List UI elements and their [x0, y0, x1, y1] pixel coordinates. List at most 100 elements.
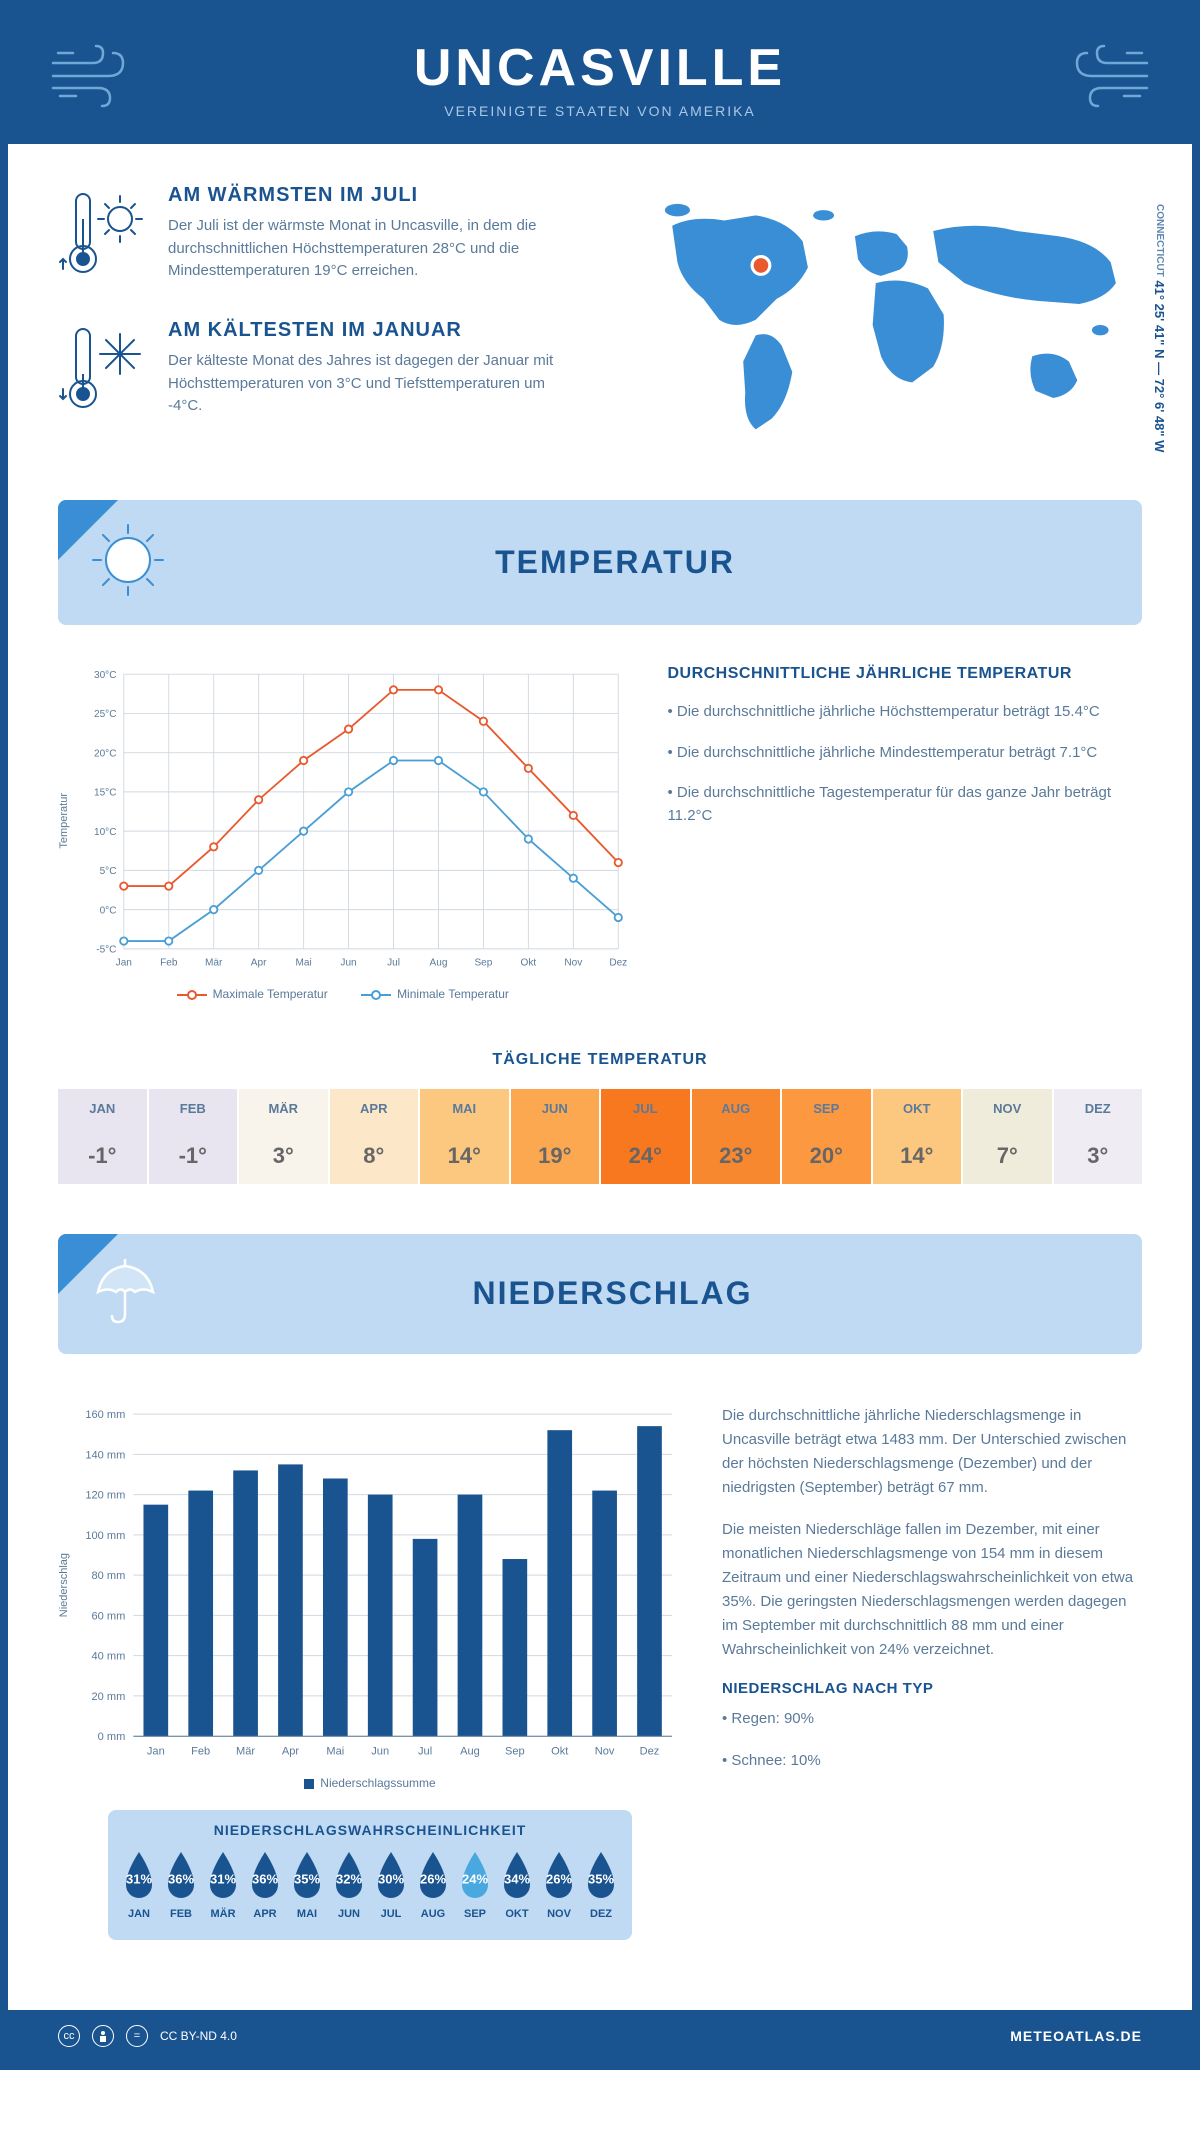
precipitation-drop: 31%JAN [118, 1850, 160, 1920]
svg-text:120 mm: 120 mm [85, 1489, 125, 1501]
svg-text:Jun: Jun [340, 958, 356, 969]
coordinates: CONNECTICUT 41° 25' 41" N — 72° 6' 48" W [1152, 204, 1167, 452]
svg-text:Aug: Aug [430, 958, 448, 969]
precipitation-drop: 36%FEB [160, 1850, 202, 1920]
svg-text:Dez: Dez [609, 958, 627, 969]
warmest-block: AM WÄRMSTEN IM JULI Der Juli ist der wär… [58, 184, 580, 289]
svg-text:Feb: Feb [160, 958, 178, 969]
svg-text:Nov: Nov [595, 1745, 615, 1757]
svg-text:Nov: Nov [564, 958, 582, 969]
page-title: UNCASVILLE [48, 38, 1152, 98]
svg-text:Apr: Apr [282, 1745, 300, 1757]
svg-text:0°C: 0°C [100, 906, 117, 917]
svg-text:Mai: Mai [326, 1745, 344, 1757]
svg-text:0 mm: 0 mm [98, 1731, 126, 1743]
svg-text:Okt: Okt [521, 958, 537, 969]
temp-cell: DEZ3° [1054, 1089, 1143, 1184]
svg-text:5°C: 5°C [100, 866, 117, 877]
svg-text:Jan: Jan [147, 1745, 165, 1757]
umbrella-icon [88, 1254, 163, 1334]
svg-text:Mai: Mai [296, 958, 312, 969]
license-text: CC BY-ND 4.0 [160, 2029, 237, 2043]
svg-text:-5°C: -5°C [96, 945, 116, 956]
coldest-title: AM KÄLTESTEN IM JANUAR [168, 319, 580, 342]
svg-text:Aug: Aug [460, 1745, 480, 1757]
svg-text:Dez: Dez [640, 1745, 660, 1757]
temperature-section-header: TEMPERATUR [58, 500, 1142, 625]
precipitation-info: Die durchschnittliche jährliche Niedersc… [722, 1404, 1142, 1980]
temp-cell: MÄR3° [239, 1089, 328, 1184]
temp-cell: JAN-1° [58, 1089, 147, 1184]
temp-cell: FEB-1° [149, 1089, 238, 1184]
page-container: UNCASVILLE VEREINIGTE STAATEN VON AMERIK… [0, 0, 1200, 2070]
svg-text:Jul: Jul [387, 958, 400, 969]
svg-text:15°C: 15°C [94, 788, 116, 799]
temp-cell: NOV7° [963, 1089, 1052, 1184]
world-map [620, 184, 1142, 455]
svg-text:80 mm: 80 mm [92, 1570, 126, 1582]
wind-icon [1062, 38, 1152, 113]
svg-text:Okt: Okt [551, 1745, 568, 1757]
svg-text:20°C: 20°C [94, 749, 116, 760]
temp-cell: AUG23° [692, 1089, 781, 1184]
precipitation-probability: NIEDERSCHLAGSWAHRSCHEINLICHKEIT 31%JAN36… [108, 1810, 632, 1940]
svg-text:25°C: 25°C [94, 710, 116, 721]
temp-cell: APR8° [330, 1089, 419, 1184]
precipitation-drop: 24%SEP [454, 1850, 496, 1920]
precipitation-chart: Niederschlag 0 mm20 mm40 mm60 mm80 mm100… [58, 1404, 682, 1980]
svg-text:160 mm: 160 mm [85, 1409, 125, 1421]
svg-text:100 mm: 100 mm [85, 1530, 125, 1542]
intro-section: AM WÄRMSTEN IM JULI Der Juli ist der wär… [8, 144, 1192, 490]
daily-temperature: TÄGLICHE TEMPERATUR JAN-1°FEB-1°MÄR3°APR… [8, 1031, 1192, 1224]
svg-text:10°C: 10°C [94, 827, 116, 838]
site-name: METEOATLAS.DE [1010, 2028, 1142, 2044]
sun-icon [88, 520, 168, 605]
coldest-text: Der kälteste Monat des Jahres ist dagege… [168, 350, 580, 418]
by-icon [92, 2025, 114, 2047]
temperature-title: TEMPERATUR [198, 544, 1032, 581]
warmest-title: AM WÄRMSTEN IM JULI [168, 184, 580, 207]
precipitation-drop: 26%AUG [412, 1850, 454, 1920]
warmest-text: Der Juli ist der wärmste Monat in Uncasv… [168, 215, 580, 283]
svg-text:Apr: Apr [251, 958, 267, 969]
footer: cc = CC BY-ND 4.0 METEOATLAS.DE [8, 2010, 1192, 2062]
svg-text:Mär: Mär [205, 958, 223, 969]
svg-text:140 mm: 140 mm [85, 1449, 125, 1461]
svg-text:Mär: Mär [236, 1745, 255, 1757]
nd-icon: = [126, 2025, 148, 2047]
precipitation-drop: 36%APR [244, 1850, 286, 1920]
precipitation-title: NIEDERSCHLAG [193, 1275, 1032, 1312]
svg-text:Jan: Jan [116, 958, 132, 969]
temp-cell: JUN19° [511, 1089, 600, 1184]
header: UNCASVILLE VEREINIGTE STAATEN VON AMERIK… [8, 8, 1192, 144]
temp-cell: MAI14° [420, 1089, 509, 1184]
temperature-info: DURCHSCHNITTLICHE JÄHRLICHE TEMPERATUR •… [667, 665, 1142, 1000]
svg-text:30°C: 30°C [94, 670, 116, 681]
svg-text:Jul: Jul [418, 1745, 432, 1757]
page-subtitle: VEREINIGTE STAATEN VON AMERIKA [48, 103, 1152, 119]
svg-text:Jun: Jun [371, 1745, 389, 1757]
svg-text:Sep: Sep [505, 1745, 525, 1757]
precipitation-drop: 34%OKT [496, 1850, 538, 1920]
svg-text:Sep: Sep [474, 958, 492, 969]
coldest-block: AM KÄLTESTEN IM JANUAR Der kälteste Mona… [58, 319, 580, 424]
temp-cell: JUL24° [601, 1089, 690, 1184]
precipitation-drop: 31%MÄR [202, 1850, 244, 1920]
svg-text:20 mm: 20 mm [92, 1691, 126, 1703]
precipitation-drop: 26%NOV [538, 1850, 580, 1920]
precipitation-drop: 30%JUL [370, 1850, 412, 1920]
precipitation-drop: 35%DEZ [580, 1850, 622, 1920]
temp-cell: SEP20° [782, 1089, 871, 1184]
precipitation-drop: 32%JUN [328, 1850, 370, 1920]
wind-icon [48, 38, 138, 113]
temperature-chart: Temperatur -5°C0°C5°C10°C15°C20°C25°C30°… [58, 665, 627, 1000]
svg-text:Feb: Feb [191, 1745, 210, 1757]
precipitation-section-header: NIEDERSCHLAG [58, 1234, 1142, 1354]
thermometer-cold-icon [58, 319, 148, 424]
temp-cell: OKT14° [873, 1089, 962, 1184]
thermometer-hot-icon [58, 184, 148, 289]
precipitation-drop: 35%MAI [286, 1850, 328, 1920]
svg-text:60 mm: 60 mm [92, 1610, 126, 1622]
cc-icon: cc [58, 2025, 80, 2047]
svg-text:40 mm: 40 mm [92, 1650, 126, 1662]
